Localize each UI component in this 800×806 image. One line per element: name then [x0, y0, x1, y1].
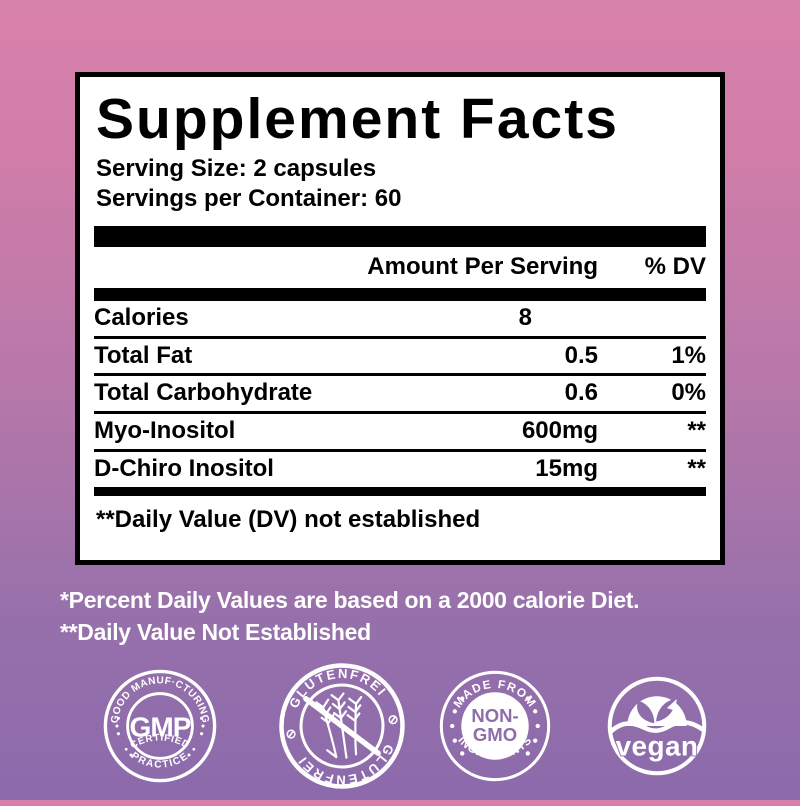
gluten-free-stamp-icon: GLUTENFREI GLUTENFREI ⊘ ⊘: [267, 651, 416, 800]
glutenfree-symbol-right: ⊘: [387, 711, 400, 727]
table-row-total-carbohydrate: Total Carbohydrate 0.6 0%: [94, 373, 706, 411]
nongmo-inner-circle: [461, 692, 529, 760]
svg-text:PRACTICE: PRACTICE: [129, 750, 191, 770]
gmp-dots: [115, 716, 205, 757]
row-label: Calories: [94, 303, 189, 331]
table-row-d-chiro-inositol: D-Chiro Inositol 15mg **: [94, 448, 706, 487]
row-label: Myo-Inositol: [94, 417, 236, 445]
divider-medium-bar: [94, 287, 706, 298]
footnote-percent-dv: *Percent Daily Values are based on a 200…: [60, 587, 640, 613]
row-amount: 600mg: [521, 417, 598, 445]
non-gmo-badge-icon: MADE FROM INGREDIENTS NON- GMO: [438, 669, 552, 783]
row-label: D-Chiro Inositol: [94, 454, 274, 482]
no-slash-icon: [303, 696, 381, 756]
vegan-badge-icon: vegan: [603, 672, 711, 780]
table-header-row: Amount Per Serving % DV: [94, 247, 706, 288]
nongmo-center-line2: GMO: [473, 724, 517, 745]
vegan-sun-dome: [627, 696, 687, 726]
row-dv: 1%: [671, 341, 706, 369]
vegan-label: vegan: [616, 731, 699, 762]
row-amount: 0.5: [564, 341, 598, 369]
divider-bottom-bar: [94, 486, 706, 496]
supplement-facts-panel: Supplement Facts Serving Size: 2 capsule…: [75, 72, 725, 565]
table-row-total-fat: Total Fat 0.5 1%: [94, 335, 706, 374]
row-label: Total Fat: [94, 341, 193, 369]
page-footnotes: *Percent Daily Values are based on a 200…: [60, 584, 760, 648]
footnote-dv-not-established: **Daily Value Not Established: [60, 619, 371, 645]
table-row-calories: Calories 8: [94, 297, 706, 336]
header-amount-per-serving: Amount Per Serving: [367, 253, 598, 280]
row-amount: 0.6: [564, 379, 598, 407]
nongmo-center-line1: NON-: [471, 705, 518, 726]
leaf-icon: [637, 699, 677, 724]
gmp-certified-badge-icon: GOOD MANUF·CTURING PRACTICE GMP CERTIFIE…: [102, 668, 218, 784]
row-dv: **: [687, 417, 706, 445]
nongmo-dots: [450, 696, 540, 756]
panel-title: Supplement Facts: [96, 87, 619, 151]
table-row-myo-inositol: Myo-Inositol 600mg **: [94, 411, 706, 449]
panel-footnote: **Daily Value (DV) not established: [96, 505, 481, 533]
row-dv: **: [687, 454, 706, 482]
row-amount: 8: [518, 303, 532, 331]
glutenfree-symbol-left: ⊘: [285, 725, 298, 741]
header-percent-dv: % DV: [644, 253, 706, 280]
row-amount: 15mg: [535, 454, 598, 482]
divider-thick-bar: [94, 226, 706, 247]
row-label: Total Carbohydrate: [94, 379, 313, 407]
servings-per-container: Servings per Container: 60: [96, 185, 402, 212]
gmp-arc-bottom-text: PRACTICE: [129, 750, 190, 770]
row-dv: 0%: [671, 379, 706, 407]
gmp-center-text: GMP: [130, 712, 191, 743]
serving-size: Serving Size: 2 capsules: [96, 155, 377, 182]
